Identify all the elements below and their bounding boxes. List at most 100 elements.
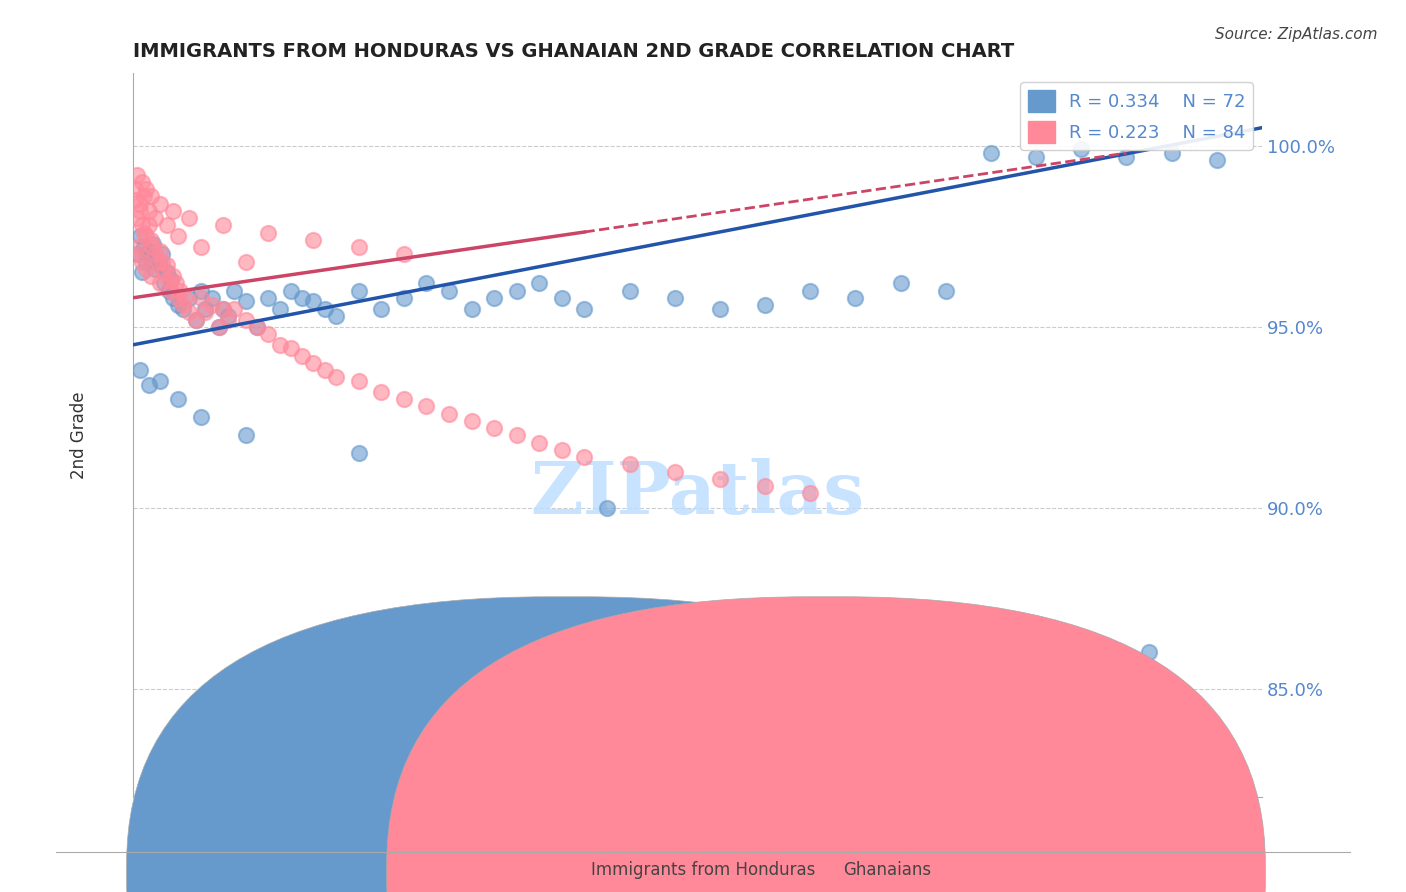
Point — [235, 254, 257, 268]
Point — [235, 428, 257, 442]
Text: 50.0%: 50.0% — [1205, 815, 1263, 833]
Point — [235, 294, 257, 309]
Point — [128, 203, 150, 218]
Point — [460, 301, 482, 316]
Point — [201, 291, 224, 305]
Point — [145, 211, 167, 226]
Point — [619, 457, 641, 471]
Point — [134, 189, 156, 203]
Point — [370, 384, 392, 399]
Point — [179, 291, 201, 305]
Point — [799, 284, 821, 298]
Point — [257, 326, 280, 341]
Point — [157, 273, 180, 287]
Point — [173, 291, 195, 305]
Point — [208, 319, 231, 334]
Point — [124, 182, 146, 196]
Point — [799, 486, 821, 500]
Point — [596, 500, 619, 515]
Point — [291, 349, 314, 363]
Point — [138, 244, 160, 258]
Point — [124, 193, 146, 207]
Point — [201, 298, 224, 312]
Point — [754, 479, 776, 493]
Text: IMMIGRANTS FROM HONDURAS VS GHANAIAN 2ND GRADE CORRELATION CHART: IMMIGRANTS FROM HONDURAS VS GHANAIAN 2ND… — [132, 42, 1014, 61]
Point — [156, 258, 179, 272]
Point — [150, 254, 173, 268]
Text: Ghanaians: Ghanaians — [844, 861, 932, 879]
Point — [179, 211, 201, 226]
Point — [224, 301, 246, 316]
Point — [437, 407, 460, 421]
Legend: R = 0.334    N = 72, R = 0.223    N = 84: R = 0.334 N = 72, R = 0.223 N = 84 — [1021, 82, 1253, 150]
Text: ZIPatlas: ZIPatlas — [530, 458, 865, 529]
Point — [1070, 143, 1092, 157]
Point — [1025, 150, 1047, 164]
Point — [506, 284, 529, 298]
Point — [460, 414, 482, 428]
Point — [325, 370, 347, 384]
Point — [135, 182, 157, 196]
Point — [134, 240, 156, 254]
Point — [190, 240, 212, 254]
Point — [138, 203, 160, 218]
Point — [135, 261, 157, 276]
Point — [415, 277, 437, 291]
Point — [551, 291, 574, 305]
Point — [135, 229, 157, 244]
Point — [149, 374, 172, 388]
Point — [138, 377, 160, 392]
Point — [347, 284, 370, 298]
Point — [162, 291, 184, 305]
Point — [149, 244, 172, 258]
Point — [162, 269, 184, 284]
Point — [127, 240, 149, 254]
Point — [392, 392, 415, 406]
Point — [619, 284, 641, 298]
Point — [529, 435, 551, 450]
Point — [169, 284, 191, 298]
Point — [551, 442, 574, 457]
Point — [131, 265, 153, 279]
Point — [574, 450, 596, 464]
Point — [139, 269, 162, 284]
Point — [212, 301, 235, 316]
Point — [506, 428, 529, 442]
Point — [138, 219, 160, 233]
Point — [145, 247, 167, 261]
Point — [302, 233, 325, 247]
Point — [314, 301, 336, 316]
Point — [127, 168, 149, 182]
Point — [135, 254, 157, 268]
Point — [184, 312, 207, 326]
Point — [149, 196, 172, 211]
Point — [172, 298, 194, 312]
Point — [194, 305, 217, 319]
Point — [415, 400, 437, 414]
Point — [190, 410, 212, 425]
Point — [437, 284, 460, 298]
Text: Source: ZipAtlas.com: Source: ZipAtlas.com — [1215, 27, 1378, 42]
Point — [347, 240, 370, 254]
Point — [190, 284, 212, 298]
Point — [935, 284, 957, 298]
Text: 2nd Grade: 2nd Grade — [70, 392, 87, 479]
Point — [165, 277, 187, 291]
Point — [156, 265, 179, 279]
Point — [150, 247, 173, 261]
Point — [146, 254, 169, 268]
Point — [128, 229, 150, 244]
Point — [127, 247, 149, 261]
Point — [890, 277, 912, 291]
Point — [280, 342, 302, 356]
Point — [156, 219, 179, 233]
Point — [172, 301, 194, 316]
Point — [246, 319, 269, 334]
Point — [529, 277, 551, 291]
Point — [1137, 645, 1160, 659]
Point — [208, 319, 231, 334]
Point — [1160, 146, 1182, 161]
Point — [146, 254, 169, 268]
Point — [194, 301, 217, 316]
Point — [754, 298, 776, 312]
